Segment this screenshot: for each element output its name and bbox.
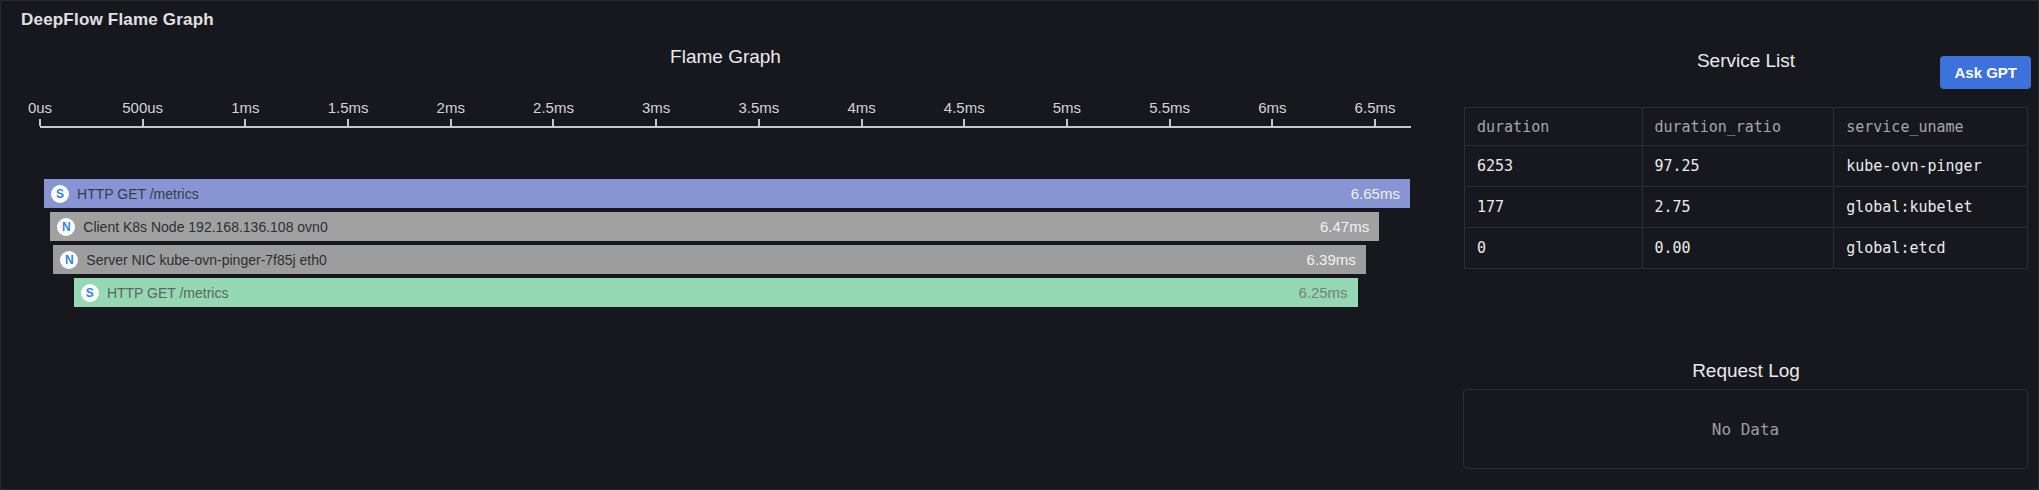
axis-tick-mark: [142, 119, 144, 126]
axis-tick-label: 1ms: [231, 99, 259, 116]
service-list-table: durationduration_ratioservice_uname 6253…: [1464, 107, 2028, 269]
flame-span-label: Server NIC kube-ovn-pinger-7f85j eth0: [86, 252, 1306, 268]
flame-span-duration: 6.39ms: [1307, 251, 1366, 268]
axis-tick-mark: [39, 119, 41, 126]
request-log-empty-box: No Data: [1463, 389, 2028, 469]
span-type-n-icon: N: [60, 251, 78, 269]
axis-tick-label: 5ms: [1053, 99, 1081, 116]
service-table-row[interactable]: 00.00global:etcd: [1465, 228, 2028, 269]
axis-tick-label: 6ms: [1258, 99, 1286, 116]
axis-line: [40, 126, 1411, 128]
span-type-n-icon: N: [57, 218, 75, 236]
axis-tick-mark: [1271, 119, 1273, 126]
axis-tick-mark: [1374, 119, 1376, 126]
axis-tick-mark: [347, 119, 349, 126]
axis-tick-label: 500us: [122, 99, 163, 116]
service-table-cell: global:kubelet: [1834, 187, 2028, 228]
axis-tick-label: 3ms: [642, 99, 670, 116]
flame-span[interactable]: S HTTP GET /metrics6.25ms: [74, 278, 1358, 307]
panel-title: DeepFlow Flame Graph: [21, 10, 214, 30]
axis-tick-label: 4ms: [847, 99, 875, 116]
axis-tick-label: 3.5ms: [738, 99, 779, 116]
axis-tick-mark: [758, 119, 760, 126]
flame-time-axis: 0us500us1ms1.5ms2ms2.5ms3ms3.5ms4ms4.5ms…: [40, 100, 1411, 128]
flame-span-duration: 6.25ms: [1298, 284, 1357, 301]
axis-tick-label: 0us: [28, 99, 52, 116]
axis-tick-mark: [963, 119, 965, 126]
axis-tick-mark: [1169, 119, 1171, 126]
service-table-cell: 6253: [1465, 146, 1643, 187]
service-table-row[interactable]: 1772.75global:kubelet: [1465, 187, 2028, 228]
service-table-column-header: duration_ratio: [1642, 108, 1834, 146]
service-table-cell: 97.25: [1642, 146, 1834, 187]
flame-span-duration: 6.65ms: [1351, 185, 1410, 202]
service-table-body: 625397.25kube-ovn-pinger1772.75global:ku…: [1465, 146, 2028, 269]
service-table-column-header: duration: [1465, 108, 1643, 146]
axis-tick-label: 2ms: [437, 99, 465, 116]
axis-tick-mark: [450, 119, 452, 126]
axis-tick-mark: [861, 119, 863, 126]
ask-gpt-button[interactable]: Ask GPT: [1940, 56, 2031, 89]
flame-span[interactable]: N Client K8s Node 192.168.136.108 ovn06.4…: [50, 212, 1379, 241]
axis-tick-mark: [552, 119, 554, 126]
flame-graph-title: Flame Graph: [40, 46, 1411, 68]
span-type-s-icon: S: [51, 185, 69, 203]
flame-chart: SHTTP GET /metrics6.65msNClient K8s Node…: [40, 179, 1411, 314]
span-type-s-icon: S: [81, 284, 99, 302]
flame-span-duration: 6.47ms: [1320, 218, 1379, 235]
deepflow-flame-graph-panel: DeepFlow Flame Graph Flame Graph 0us 500u…: [0, 0, 2039, 490]
axis-tick-mark: [655, 119, 657, 126]
axis-tick-label: 1.5ms: [328, 99, 369, 116]
axis-tick-label: 4.5ms: [944, 99, 985, 116]
no-data-text: No Data: [1712, 420, 1779, 439]
flame-span[interactable]: S HTTP GET /metrics6.65ms: [44, 179, 1410, 208]
axis-tick-label: 5.5ms: [1149, 99, 1190, 116]
service-table-header-row: durationduration_ratioservice_uname: [1465, 108, 2028, 146]
service-table-cell: 0: [1465, 228, 1643, 269]
right-column: Service List Ask GPT durationduration_ra…: [1461, 1, 2031, 490]
axis-tick-label: 2.5ms: [533, 99, 574, 116]
service-table-cell: 0.00: [1642, 228, 1834, 269]
flame-span-label: HTTP GET /metrics: [77, 186, 1351, 202]
axis-tick-mark: [1066, 119, 1068, 126]
flame-span[interactable]: N Server NIC kube-ovn-pinger-7f85j eth06.…: [53, 245, 1365, 274]
service-table-cell: global:etcd: [1834, 228, 2028, 269]
service-table-cell: 177: [1465, 187, 1643, 228]
request-log-title: Request Log: [1461, 360, 2031, 382]
axis-tick-label: 6.5ms: [1355, 99, 1396, 116]
flame-span-label: HTTP GET /metrics: [107, 285, 1299, 301]
axis-tick-mark: [244, 119, 246, 126]
service-table-column-header: service_uname: [1834, 108, 2028, 146]
service-table-cell: 2.75: [1642, 187, 1834, 228]
service-table-cell: kube-ovn-pinger: [1834, 146, 2028, 187]
service-table-row[interactable]: 625397.25kube-ovn-pinger: [1465, 146, 2028, 187]
flame-span-label: Client K8s Node 192.168.136.108 ovn0: [83, 219, 1320, 235]
